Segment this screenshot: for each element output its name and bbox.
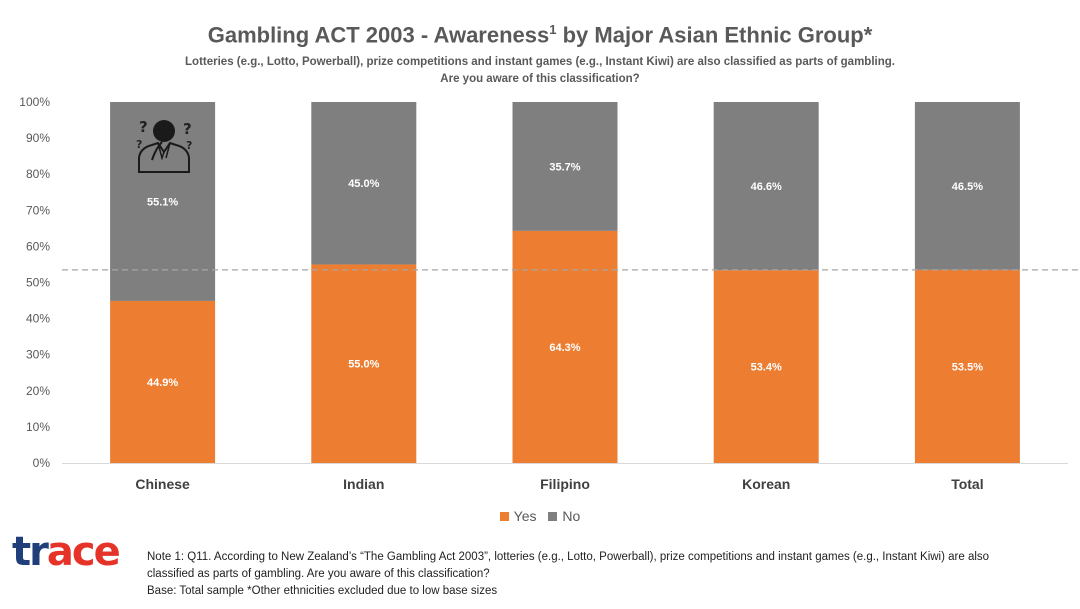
data-label-no-indian: 45.0% — [348, 178, 379, 190]
bar-no-indian — [311, 102, 417, 265]
svg-text:?: ? — [186, 139, 192, 152]
y-tick-label: 90% — [26, 131, 50, 145]
logo-letters-ce: ce — [72, 529, 120, 573]
chart-title-main: Gambling ACT 2003 - Awareness — [207, 22, 550, 48]
chart-title-tail: by Major Asian Ethnic Group* — [556, 22, 873, 48]
x-tick-label: Total — [951, 476, 983, 492]
data-label-yes-total: 53.5% — [952, 361, 983, 373]
stacked-bar-chart: 0% 10% 20% 30% 40% 50% 60% 70% 80% 90% 100% 44.9% 5… — [19, 95, 1078, 492]
y-tick-label: 40% — [26, 312, 50, 326]
svg-text:?: ? — [136, 138, 142, 151]
svg-text:?: ? — [183, 120, 192, 138]
legend: Yes No — [0, 508, 1080, 524]
footnote-line2: classified as parts of gambling. Are you… — [147, 568, 490, 580]
y-tick-label: 10% — [26, 420, 50, 434]
y-tick-label: 100% — [19, 95, 50, 109]
logo-letter-a: a — [47, 529, 72, 573]
legend-item-yes: Yes — [499, 508, 537, 524]
y-tick-label: 70% — [26, 203, 50, 217]
y-tick-label: 20% — [26, 384, 50, 398]
data-label-no-korean: 46.6% — [751, 181, 782, 193]
chart-subtitle-line2: Are you aware of this classification? — [440, 73, 640, 85]
y-tick-label: 50% — [26, 276, 50, 290]
data-label-no-total: 46.5% — [952, 181, 983, 193]
logo-letters-tr: tr — [12, 529, 49, 573]
bars-group — [110, 102, 1020, 463]
chart-subtitle-line1: Lotteries (e.g., Lotto, Powerball), priz… — [185, 56, 895, 68]
data-labels-group: 44.9% 55.1% 55.0% 45.0% 64.3% 35.7% 53.4% 46.6%… — [147, 161, 983, 389]
bar-no-korean — [713, 102, 819, 271]
bar-yes-korean — [713, 270, 819, 463]
bar-yes-total — [914, 269, 1020, 463]
x-tick-label: Chinese — [135, 476, 190, 492]
legend-label-yes: Yes — [513, 508, 537, 524]
data-label-no-filipino: 35.7% — [549, 161, 580, 173]
x-tick-label: Filipino — [540, 476, 590, 492]
bar-no-total — [914, 102, 1020, 270]
x-tick-label: Indian — [343, 476, 384, 492]
data-label-yes-filipino: 64.3% — [549, 342, 580, 354]
legend-label-no: No — [562, 508, 581, 524]
footnote-line1: Note 1: Q11. According to New Zealand’s … — [147, 551, 990, 563]
legend-swatch-yes — [499, 512, 509, 521]
trace-logo: trace — [12, 529, 122, 573]
chart-title: Gambling ACT 2003 - Awareness1 by Major … — [0, 22, 1080, 48]
y-tick-label: 80% — [26, 167, 50, 181]
x-tick-label: Korean — [742, 476, 790, 492]
data-label-yes-chinese: 44.9% — [147, 377, 178, 389]
footnotes: Note 1: Q11. According to New Zealand’s … — [147, 549, 1062, 600]
x-axis: Chinese Indian Filipino Korean Total — [62, 463, 1068, 492]
data-label-yes-korean: 53.4% — [751, 362, 782, 374]
svg-text:?: ? — [139, 118, 148, 136]
y-tick-label: 60% — [26, 239, 50, 253]
legend-item-no: No — [548, 508, 580, 524]
y-tick-label: 0% — [33, 456, 51, 470]
bar-no-filipino — [512, 102, 618, 231]
bar-yes-indian — [311, 264, 417, 463]
data-label-no-chinese: 55.1% — [147, 196, 178, 208]
data-label-yes-indian: 55.0% — [348, 359, 379, 371]
footnote-line3: Base: Total sample *Other ethnicities ex… — [147, 585, 498, 597]
svg-text:trace: trace — [12, 529, 120, 573]
y-tick-label: 30% — [26, 348, 50, 362]
legend-swatch-no — [548, 512, 558, 521]
y-axis: 0% 10% 20% 30% 40% 50% 60% 70% 80% 90% 100% — [19, 95, 50, 470]
bar-yes-chinese — [110, 300, 216, 463]
chart-title-footnote-mark: 1 — [549, 22, 557, 37]
confused-person-icon: ? ? ? ? — [136, 118, 192, 173]
